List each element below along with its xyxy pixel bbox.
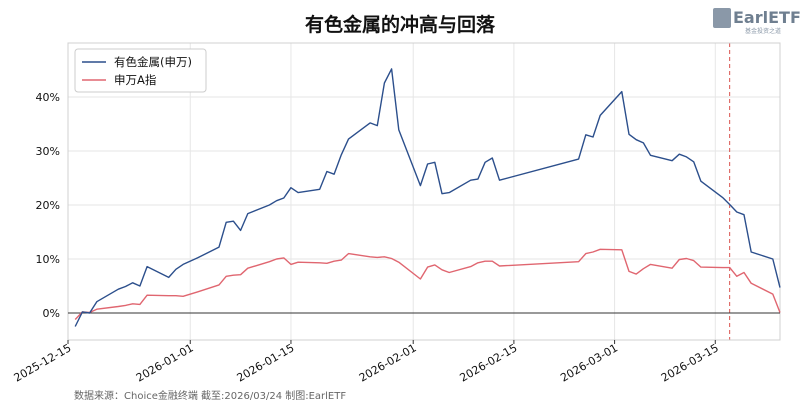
plot-frame [67,42,781,341]
series-line [74,248,781,320]
chart-title: 有色金属的冲高与回落 [305,13,496,36]
x-tick-label: 2026-03-01 [558,341,620,384]
x-tick-label: 2025-12-15 [12,341,74,384]
series-layer [74,68,781,327]
logo: EarlETF 基金投资之道 [713,8,800,35]
legend-label: 有色金属(申万) [114,55,192,69]
y-tick-label: 20% [36,199,60,212]
y-tick-label: 40% [36,91,60,104]
logo-subtext: 基金投资之道 [745,27,781,35]
x-tick-label: 2026-02-01 [357,341,419,384]
y-tick-label: 30% [36,145,60,158]
source-note: 数据来源：Choice金融终端 截至:2026/03/24 制图:EarlETF [74,389,346,402]
y-tick-label: 0% [43,307,60,320]
logo-text: EarlETF [733,8,800,27]
legend-box [74,48,207,93]
legend: 有色金属(申万) 申万A指 [74,48,207,93]
x-tick-label: 2026-03-15 [659,341,721,384]
x-tick-label: 2026-01-15 [235,341,297,384]
series-line [74,68,781,327]
x-tick-label: 2026-02-15 [458,341,520,384]
y-tick-label: 10% [36,253,60,266]
x-tick-label: 2026-01-01 [134,341,196,384]
logo-icon [713,8,731,28]
axes: 0% 10% 20% 30% 40% 2025-12-15 2026-01-01 2026-0… [12,42,781,385]
legend-label: 申万A指 [114,73,156,87]
